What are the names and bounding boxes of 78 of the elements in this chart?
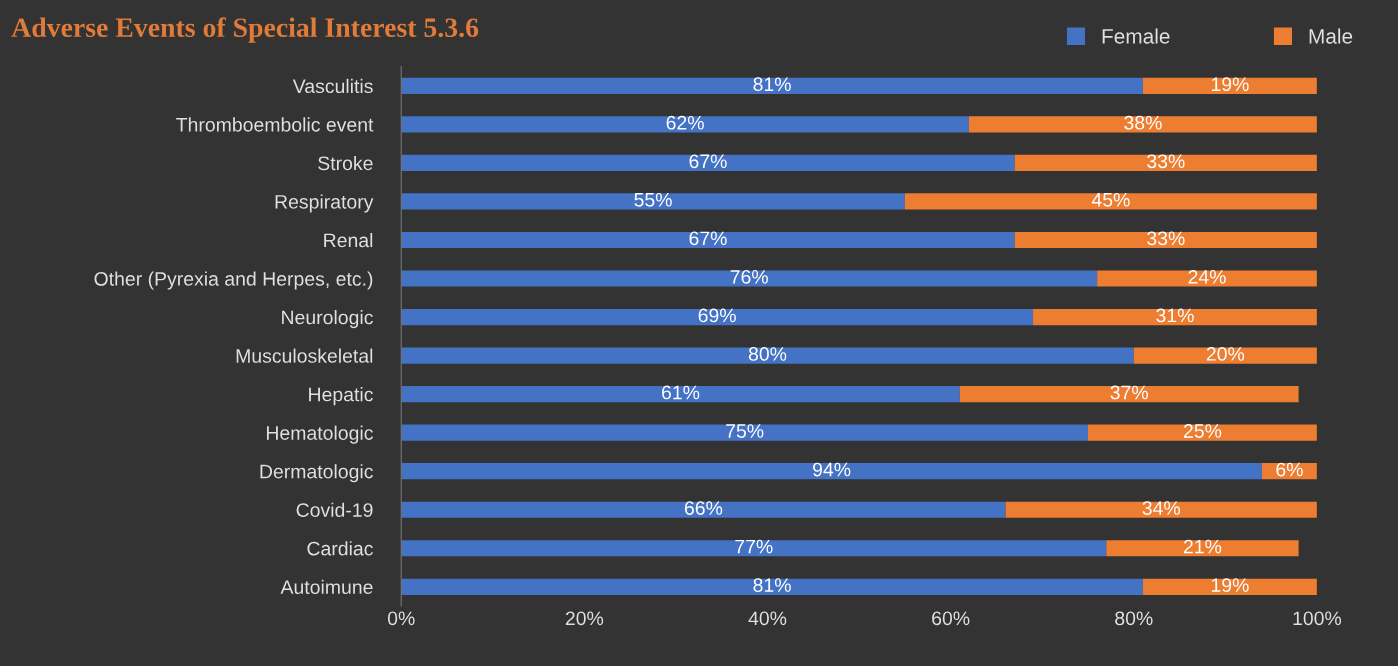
y-tick-label: Musculoskeletal (236, 348, 373, 363)
y-tick-label: Covid-19 (296, 502, 373, 517)
y-tick-label: Renal (324, 232, 373, 248)
bar (1033, 308, 1317, 326)
bar (1133, 347, 1317, 364)
bar (1106, 540, 1299, 557)
bar (401, 231, 1015, 249)
data-label: 31% (1156, 308, 1194, 323)
bar (401, 501, 1006, 518)
data-label: 62% (666, 115, 704, 130)
bar (401, 424, 1088, 441)
bar (401, 578, 1143, 595)
data-label: 61% (662, 385, 700, 400)
data-label: 80% (748, 347, 787, 361)
bar (1014, 231, 1317, 249)
bar (959, 386, 1299, 403)
bar (401, 540, 1107, 557)
y-tick-label: Stroke (318, 155, 373, 171)
data-label: 21% (1183, 539, 1222, 554)
data-label: 34% (1142, 501, 1181, 515)
x-tick-label: 40% (748, 611, 787, 626)
chart-title: Adverse Events of Special Interest 5.3.6 (11, 17, 479, 43)
data-label: 69% (698, 308, 736, 323)
x-tick-label: 20% (565, 611, 604, 626)
data-label: 75% (726, 424, 764, 438)
x-tick-label: 0% (387, 611, 415, 626)
legend-label: Male (1309, 28, 1353, 44)
data-label: 45% (1091, 193, 1130, 207)
bar (1014, 154, 1317, 172)
data-label: 94% (813, 462, 851, 477)
bar (1087, 424, 1317, 441)
y-tick-label: Vasculitis (292, 78, 373, 94)
bar (1142, 77, 1317, 94)
data-label: 20% (1206, 347, 1245, 361)
data-label: 6% (1276, 462, 1303, 477)
data-label: 24% (1188, 269, 1226, 284)
bar (1005, 501, 1317, 518)
bar (401, 193, 905, 210)
bar (904, 193, 1317, 210)
bar (401, 463, 1262, 480)
x-tick-label: 80% (1115, 611, 1153, 626)
y-tick-label: Neurologic (282, 310, 373, 329)
data-label: 67% (689, 154, 727, 169)
data-label: 81% (753, 578, 791, 593)
data-label: 55% (634, 193, 672, 207)
data-label: 19% (1211, 578, 1249, 593)
data-label: 37% (1110, 385, 1148, 400)
y-tick-label: Cardiac (307, 541, 373, 556)
y-tick-label: Respiratory (275, 194, 374, 213)
data-label: 67% (689, 231, 727, 246)
bar (968, 116, 1317, 133)
bar (401, 270, 1098, 287)
y-tick-label: Hepatic (309, 387, 373, 406)
y-tick-label: Hematologic (266, 425, 373, 444)
data-label: 66% (684, 501, 723, 515)
y-tick-label: Autoimune (280, 579, 373, 595)
bar (401, 116, 969, 133)
y-tick-label: Dermatologic (260, 464, 373, 483)
bar (1142, 578, 1317, 595)
bar (401, 308, 1034, 326)
data-label: 19% (1211, 77, 1249, 92)
x-tick-label: 100% (1293, 611, 1342, 626)
y-tick-label: Thromboembolic event (176, 117, 374, 132)
data-label: 76% (730, 269, 768, 284)
bar (401, 154, 1015, 172)
x-tick-label: 60% (932, 611, 970, 626)
data-label: 33% (1147, 154, 1185, 169)
legend-label: Female (1102, 28, 1170, 44)
y-tick-label: Other (Pyrexia and Herpes, etc.) (94, 271, 373, 290)
bar (401, 386, 960, 403)
data-label: 77% (735, 539, 773, 554)
data-label: 81% (753, 77, 791, 92)
data-label: 25% (1183, 424, 1222, 438)
data-label: 33% (1147, 231, 1185, 246)
bar (401, 347, 1134, 364)
bar (401, 77, 1143, 94)
bar (1097, 270, 1317, 287)
data-label: 38% (1124, 115, 1162, 130)
